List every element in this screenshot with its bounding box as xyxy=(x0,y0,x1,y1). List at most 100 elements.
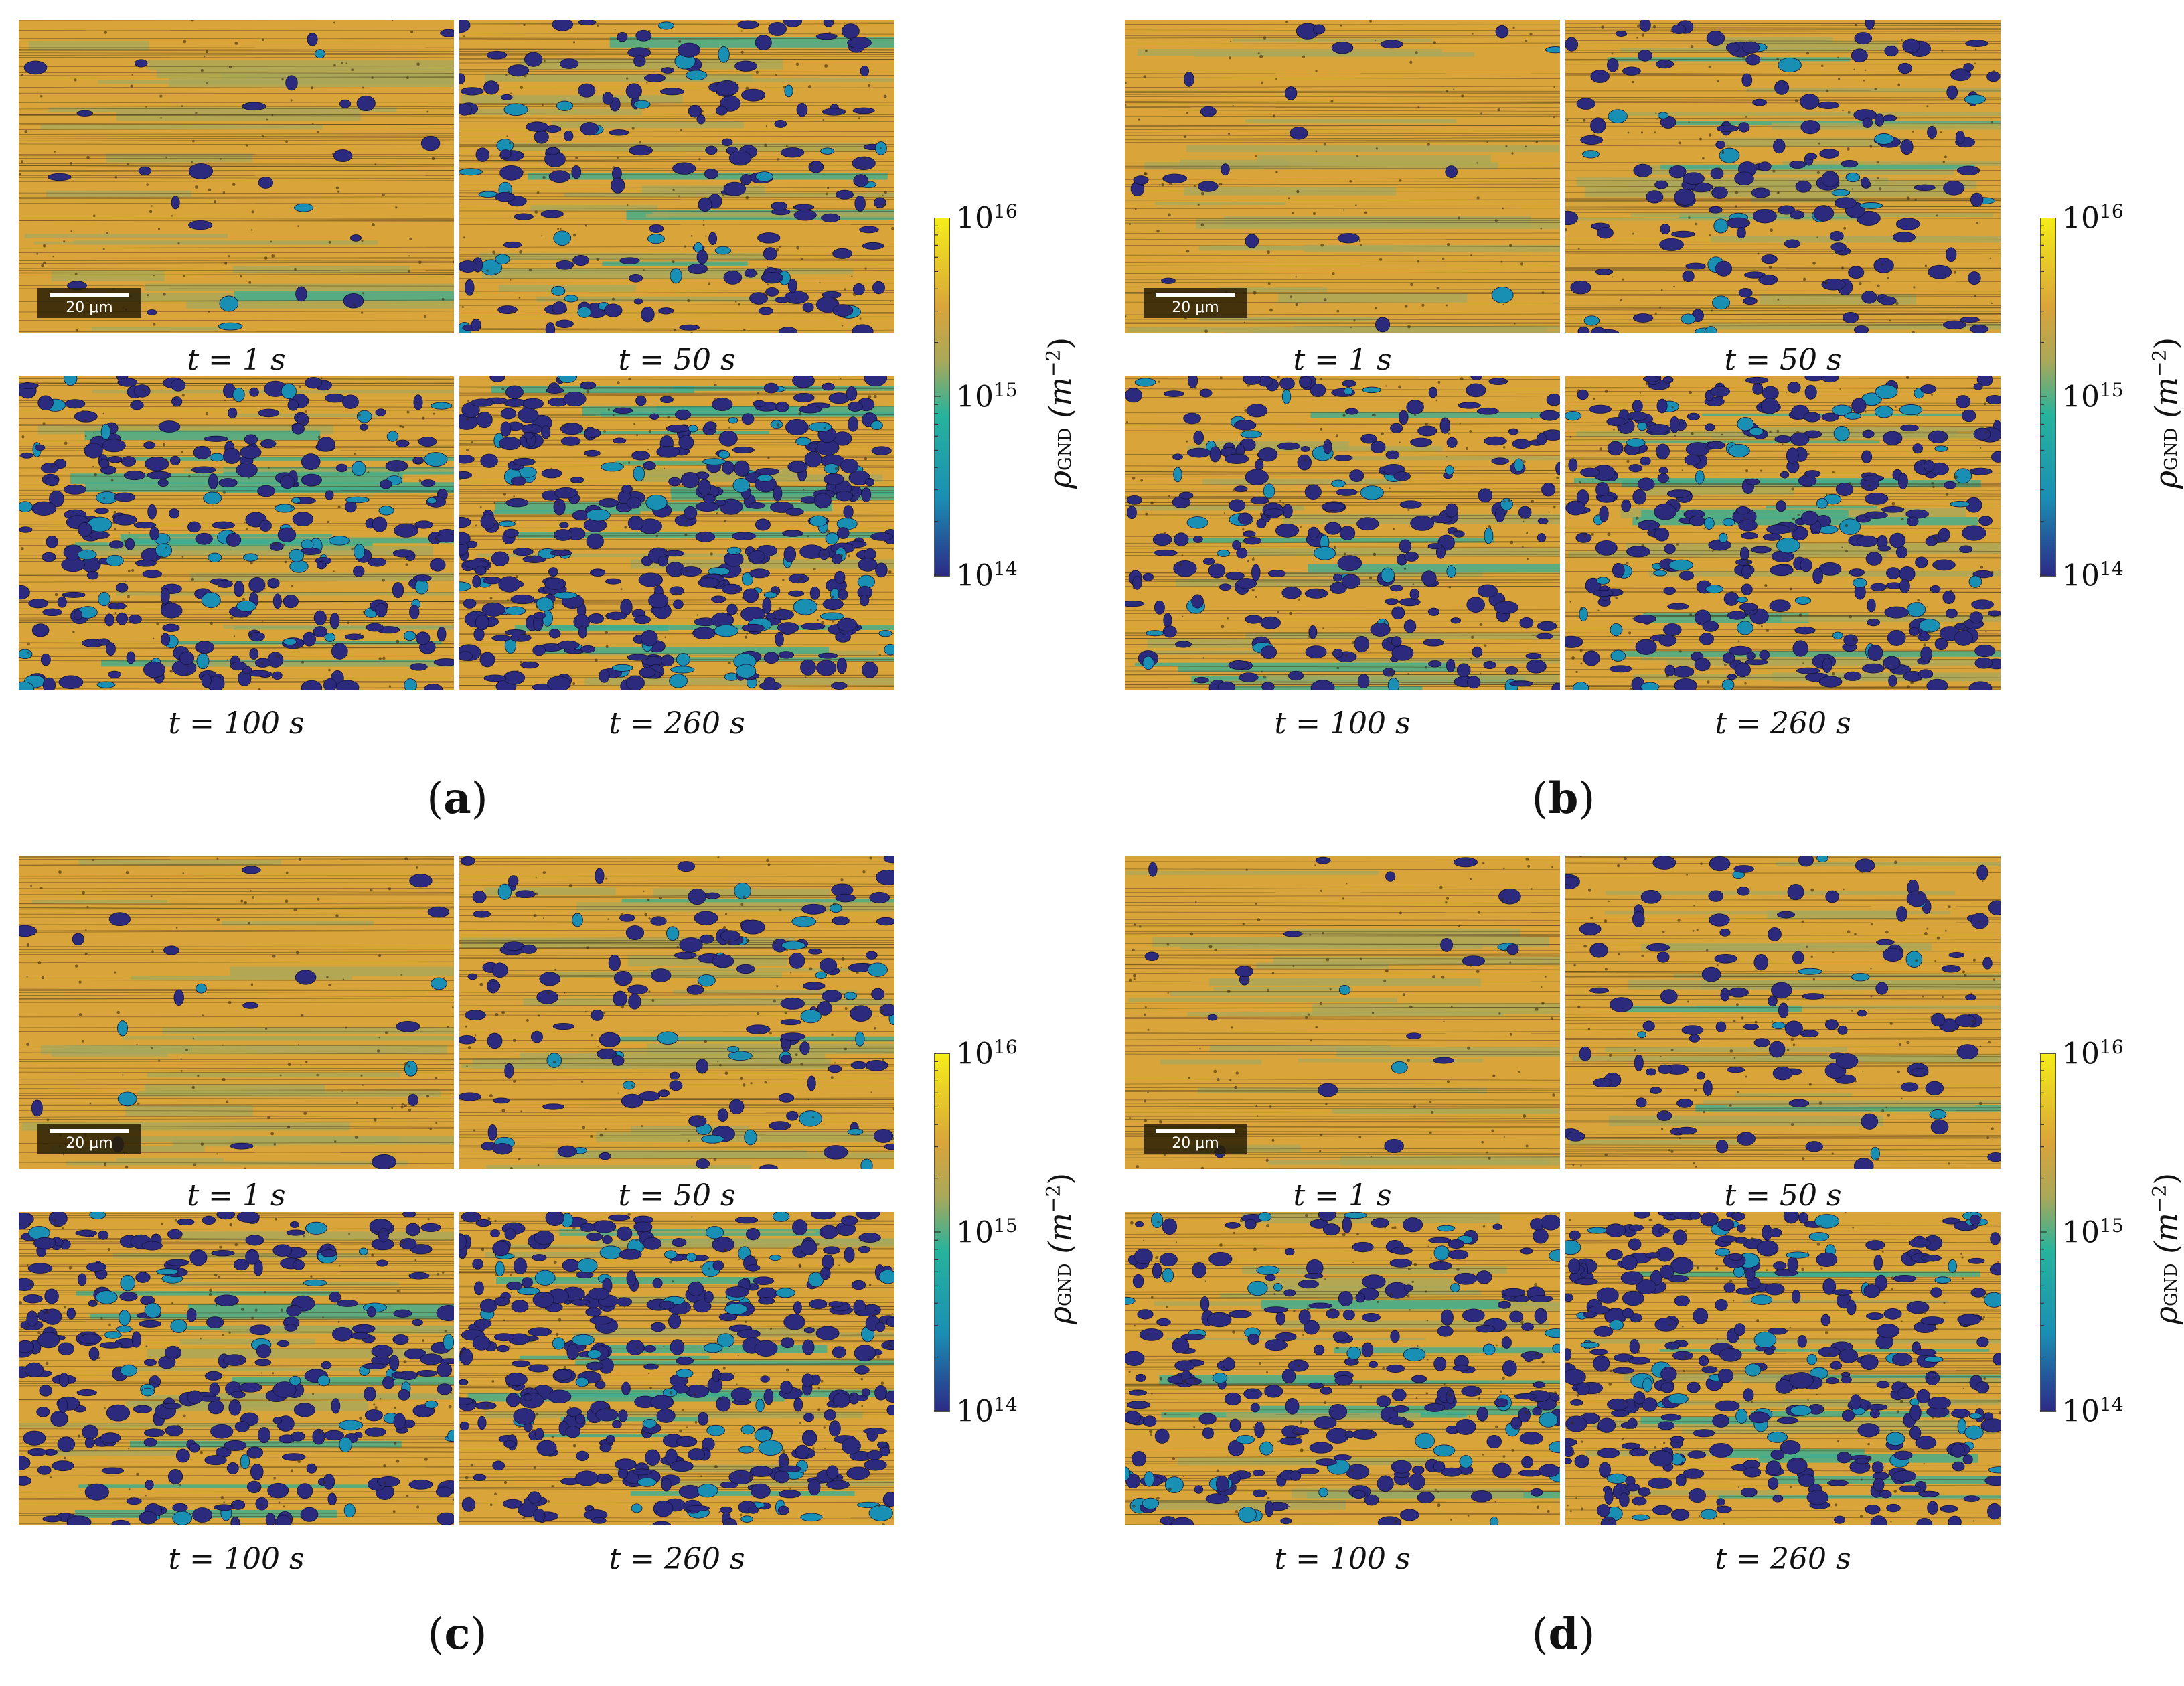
unit-exponent: −2 xyxy=(2149,350,2171,377)
time-caption: t = 100 s xyxy=(19,1542,454,1576)
tick-exponent: 16 xyxy=(994,1036,1018,1058)
colorbar-tick-mid: 1015 xyxy=(956,379,1018,414)
micrograph-map xyxy=(459,376,894,690)
rho-symbol: ρ xyxy=(1042,471,1078,489)
micrograph-map xyxy=(459,20,894,333)
micrograph-map xyxy=(1125,856,1560,1169)
panel-letter: a xyxy=(443,773,471,824)
micrograph-b-2 xyxy=(1565,20,2001,333)
micrograph-map xyxy=(19,856,454,1169)
panel-label: (a) xyxy=(19,773,896,824)
time-caption: t = 100 s xyxy=(1125,1542,1560,1576)
micrograph-map xyxy=(1565,856,2001,1169)
tick-exponent: 15 xyxy=(994,379,1018,401)
scale-bar-label: 20 μm xyxy=(37,299,141,316)
paren-open: ( xyxy=(1532,774,1549,824)
micrograph-a-4 xyxy=(459,376,894,690)
paren-close: ) xyxy=(1578,1610,1595,1659)
rho-symbol: ρ xyxy=(2148,1306,2184,1324)
tick-base: 10 xyxy=(2062,380,2100,414)
tick-exponent: 15 xyxy=(2100,1215,2124,1237)
micrograph-map xyxy=(1565,376,2001,690)
rho-symbol: ρ xyxy=(2148,471,2184,489)
panel-letter: d xyxy=(1549,1609,1579,1659)
scale-bar-line xyxy=(1156,1129,1235,1133)
micrograph-b-4 xyxy=(1565,376,2001,690)
tick-exponent: 15 xyxy=(994,1215,1018,1237)
micrograph-c-3 xyxy=(19,1212,454,1525)
tick-exponent: 14 xyxy=(994,1393,1018,1415)
micrograph-b-1: 20 μm xyxy=(1125,20,1560,333)
micrograph-map xyxy=(459,1212,894,1525)
tick-base: 10 xyxy=(2062,1216,2100,1250)
colorbar-tick-min: 1014 xyxy=(2062,558,2124,593)
tick-base: 10 xyxy=(956,1395,994,1429)
colorbar-tick-mid: 1015 xyxy=(2062,1215,2124,1250)
tick-base: 10 xyxy=(2062,559,2100,593)
tick-base: 10 xyxy=(956,1037,994,1071)
unit: (m xyxy=(1042,377,1078,418)
tick-exponent: 14 xyxy=(2100,1393,2124,1415)
paren-open: ( xyxy=(1532,1610,1549,1659)
tick-base: 10 xyxy=(956,559,994,593)
colorbar-tick-min: 1014 xyxy=(956,1393,1018,1429)
panel-label: (b) xyxy=(1125,773,2002,824)
tick-base: 10 xyxy=(2062,1395,2100,1429)
scale-bar-label: 20 μm xyxy=(1144,299,1247,316)
unit-close: ) xyxy=(1042,1173,1078,1185)
micrograph-b-3 xyxy=(1125,376,1560,690)
micrograph-d-3 xyxy=(1125,1212,1560,1525)
micrograph-c-4 xyxy=(459,1212,894,1525)
tick-base: 10 xyxy=(956,202,994,236)
tick-exponent: 14 xyxy=(2100,558,2124,580)
panel-label: (d) xyxy=(1125,1609,2002,1659)
colorbar-title: ρGND(m−2) xyxy=(1042,337,1078,489)
time-caption: t = 50 s xyxy=(1565,343,2001,377)
paren-open: ( xyxy=(426,774,443,824)
colorbar-title: ρGND(m−2) xyxy=(2148,1173,2184,1324)
time-caption: t = 1 s xyxy=(1125,1178,1560,1213)
micrograph-c-2 xyxy=(459,856,894,1169)
micrograph-a-1: 20 μm xyxy=(19,20,454,333)
time-caption: t = 100 s xyxy=(1125,706,1560,741)
time-caption: t = 260 s xyxy=(1565,1542,2001,1576)
time-caption: t = 50 s xyxy=(1565,1178,2001,1213)
panel-letter: c xyxy=(445,1609,471,1659)
colorbar-tick-max: 1016 xyxy=(956,200,1018,236)
colorbar-tick-max: 1016 xyxy=(956,1036,1018,1071)
micrograph-a-2 xyxy=(459,20,894,333)
scale-bar-line xyxy=(50,293,129,297)
time-caption: t = 50 s xyxy=(459,343,894,377)
paren-close: ) xyxy=(1578,774,1595,824)
scale-bar: 20 μm xyxy=(37,288,141,318)
micrograph-d-4 xyxy=(1565,1212,2001,1525)
micrograph-a-3 xyxy=(19,376,454,690)
unit-close: ) xyxy=(2148,1173,2184,1185)
paren-close: ) xyxy=(470,1610,487,1659)
time-caption: t = 1 s xyxy=(19,343,454,377)
micrograph-map xyxy=(1125,20,1560,333)
micrograph-map xyxy=(1565,20,2001,333)
unit: (m xyxy=(1042,1213,1078,1254)
scale-bar: 20 μm xyxy=(1144,1124,1247,1154)
paren-open: ( xyxy=(428,1610,445,1659)
rho-subscript: GND xyxy=(1055,428,1075,471)
tick-exponent: 14 xyxy=(994,558,1018,580)
colorbar-ticks xyxy=(934,218,954,579)
micrograph-c-1: 20 μm xyxy=(19,856,454,1169)
micrograph-d-1: 20 μm xyxy=(1125,856,1560,1169)
micrograph-d-2 xyxy=(1565,856,2001,1169)
time-caption: t = 50 s xyxy=(459,1178,894,1213)
colorbar-ticks xyxy=(2040,1053,2060,1415)
time-caption: t = 260 s xyxy=(1565,706,2001,741)
unit-exponent: −2 xyxy=(2149,1185,2171,1213)
time-caption: t = 260 s xyxy=(459,1542,894,1576)
colorbar-ticks xyxy=(934,1053,954,1415)
tick-exponent: 16 xyxy=(994,200,1018,222)
panel-label: (c) xyxy=(19,1609,896,1659)
panel-letter: b xyxy=(1549,773,1579,824)
tick-exponent: 16 xyxy=(2100,1036,2124,1058)
